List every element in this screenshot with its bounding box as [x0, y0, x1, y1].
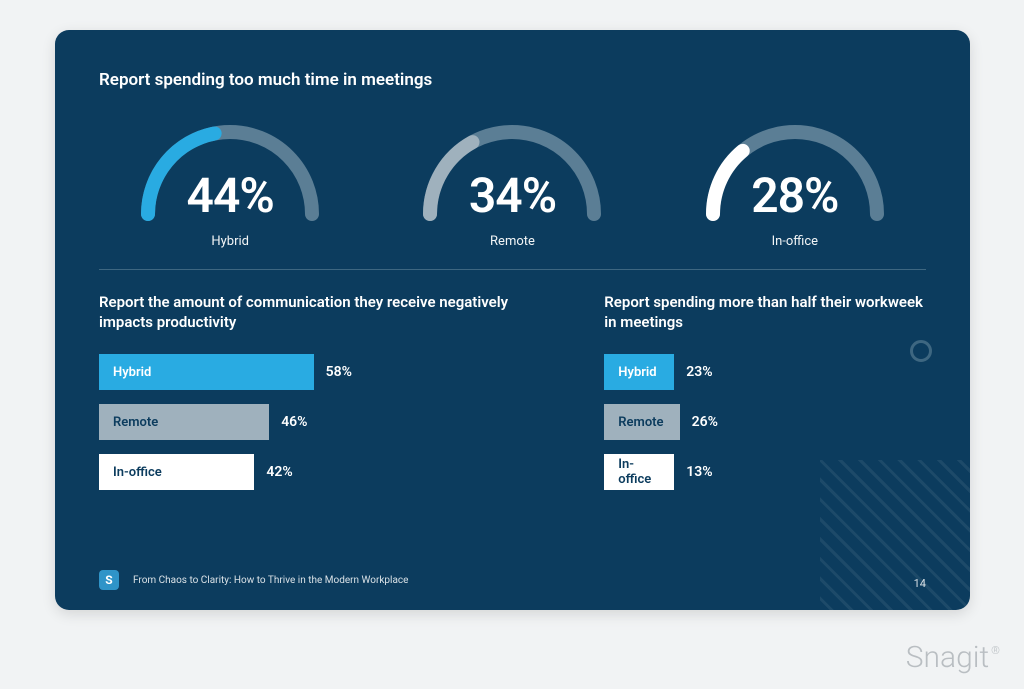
gauge-in-office: 28% In-office	[664, 96, 926, 249]
gauge-value: 34%	[469, 172, 556, 220]
gauge-label: Remote	[490, 234, 535, 249]
bar-label: Remote	[113, 415, 158, 430]
bar-hybrid: Hybrid	[99, 354, 314, 390]
bar-value: 42%	[266, 464, 292, 480]
snagit-watermark: Snagit®	[906, 640, 998, 675]
bar-label: In-office	[113, 465, 162, 480]
section-divider	[99, 269, 926, 270]
bar-section-1: Report spending more than half their wor…	[604, 292, 926, 504]
bar-row: Remote 26%	[604, 404, 926, 440]
bar-in-office: In-office	[604, 454, 674, 490]
gauge-remote: 34% Remote	[381, 96, 643, 249]
footer-source-text: From Chaos to Clarity: How to Thrive in …	[133, 575, 408, 586]
watermark-registered: ®	[991, 644, 1000, 657]
top-section-title: Report spending too much time in meeting…	[99, 70, 926, 90]
bar-in-office: In-office	[99, 454, 254, 490]
bar-label: In-office	[618, 457, 660, 487]
bar-label: Hybrid	[618, 365, 656, 380]
bar-row: In-office 42%	[99, 454, 534, 490]
bar-value: 23%	[686, 364, 712, 380]
bar-row: Hybrid 23%	[604, 354, 926, 390]
infographic-card: Report spending too much time in meeting…	[55, 30, 970, 610]
page-number: 14	[914, 577, 926, 590]
bar-section-title: Report the amount of communication they …	[99, 292, 534, 334]
bar-value: 46%	[281, 414, 307, 430]
bar-label: Hybrid	[113, 365, 151, 380]
gauge-fill	[430, 142, 472, 214]
bar-remote: Remote	[99, 404, 269, 440]
watermark-text: Snagit	[906, 640, 989, 675]
gauges-row: 44% Hybrid 34% Remote 28% In-office	[99, 96, 926, 249]
bar-section-title: Report spending more than half their wor…	[604, 292, 926, 334]
snagit-logo-icon: S	[99, 570, 119, 590]
bar-value: 58%	[326, 364, 352, 380]
bar-remote: Remote	[604, 404, 679, 440]
bar-value: 13%	[686, 464, 712, 480]
gauge-fill	[713, 151, 743, 214]
bar-row: In-office 13%	[604, 454, 926, 490]
bottom-columns: Report the amount of communication they …	[99, 292, 926, 504]
bar-label: Remote	[618, 415, 663, 430]
gauge-value: 28%	[751, 172, 838, 220]
bar-row: Hybrid 58%	[99, 354, 534, 390]
gauge-hybrid: 44% Hybrid	[99, 96, 361, 249]
bar-section-0: Report the amount of communication they …	[99, 292, 534, 504]
bar-hybrid: Hybrid	[604, 354, 674, 390]
bar-row: Remote 46%	[99, 404, 534, 440]
card-footer: S From Chaos to Clarity: How to Thrive i…	[99, 570, 408, 590]
gauge-value: 44%	[187, 172, 274, 220]
decorative-circle	[910, 340, 932, 362]
bar-value: 26%	[692, 414, 718, 430]
gauge-label: In-office	[772, 234, 819, 249]
gauge-label: Hybrid	[211, 234, 249, 249]
